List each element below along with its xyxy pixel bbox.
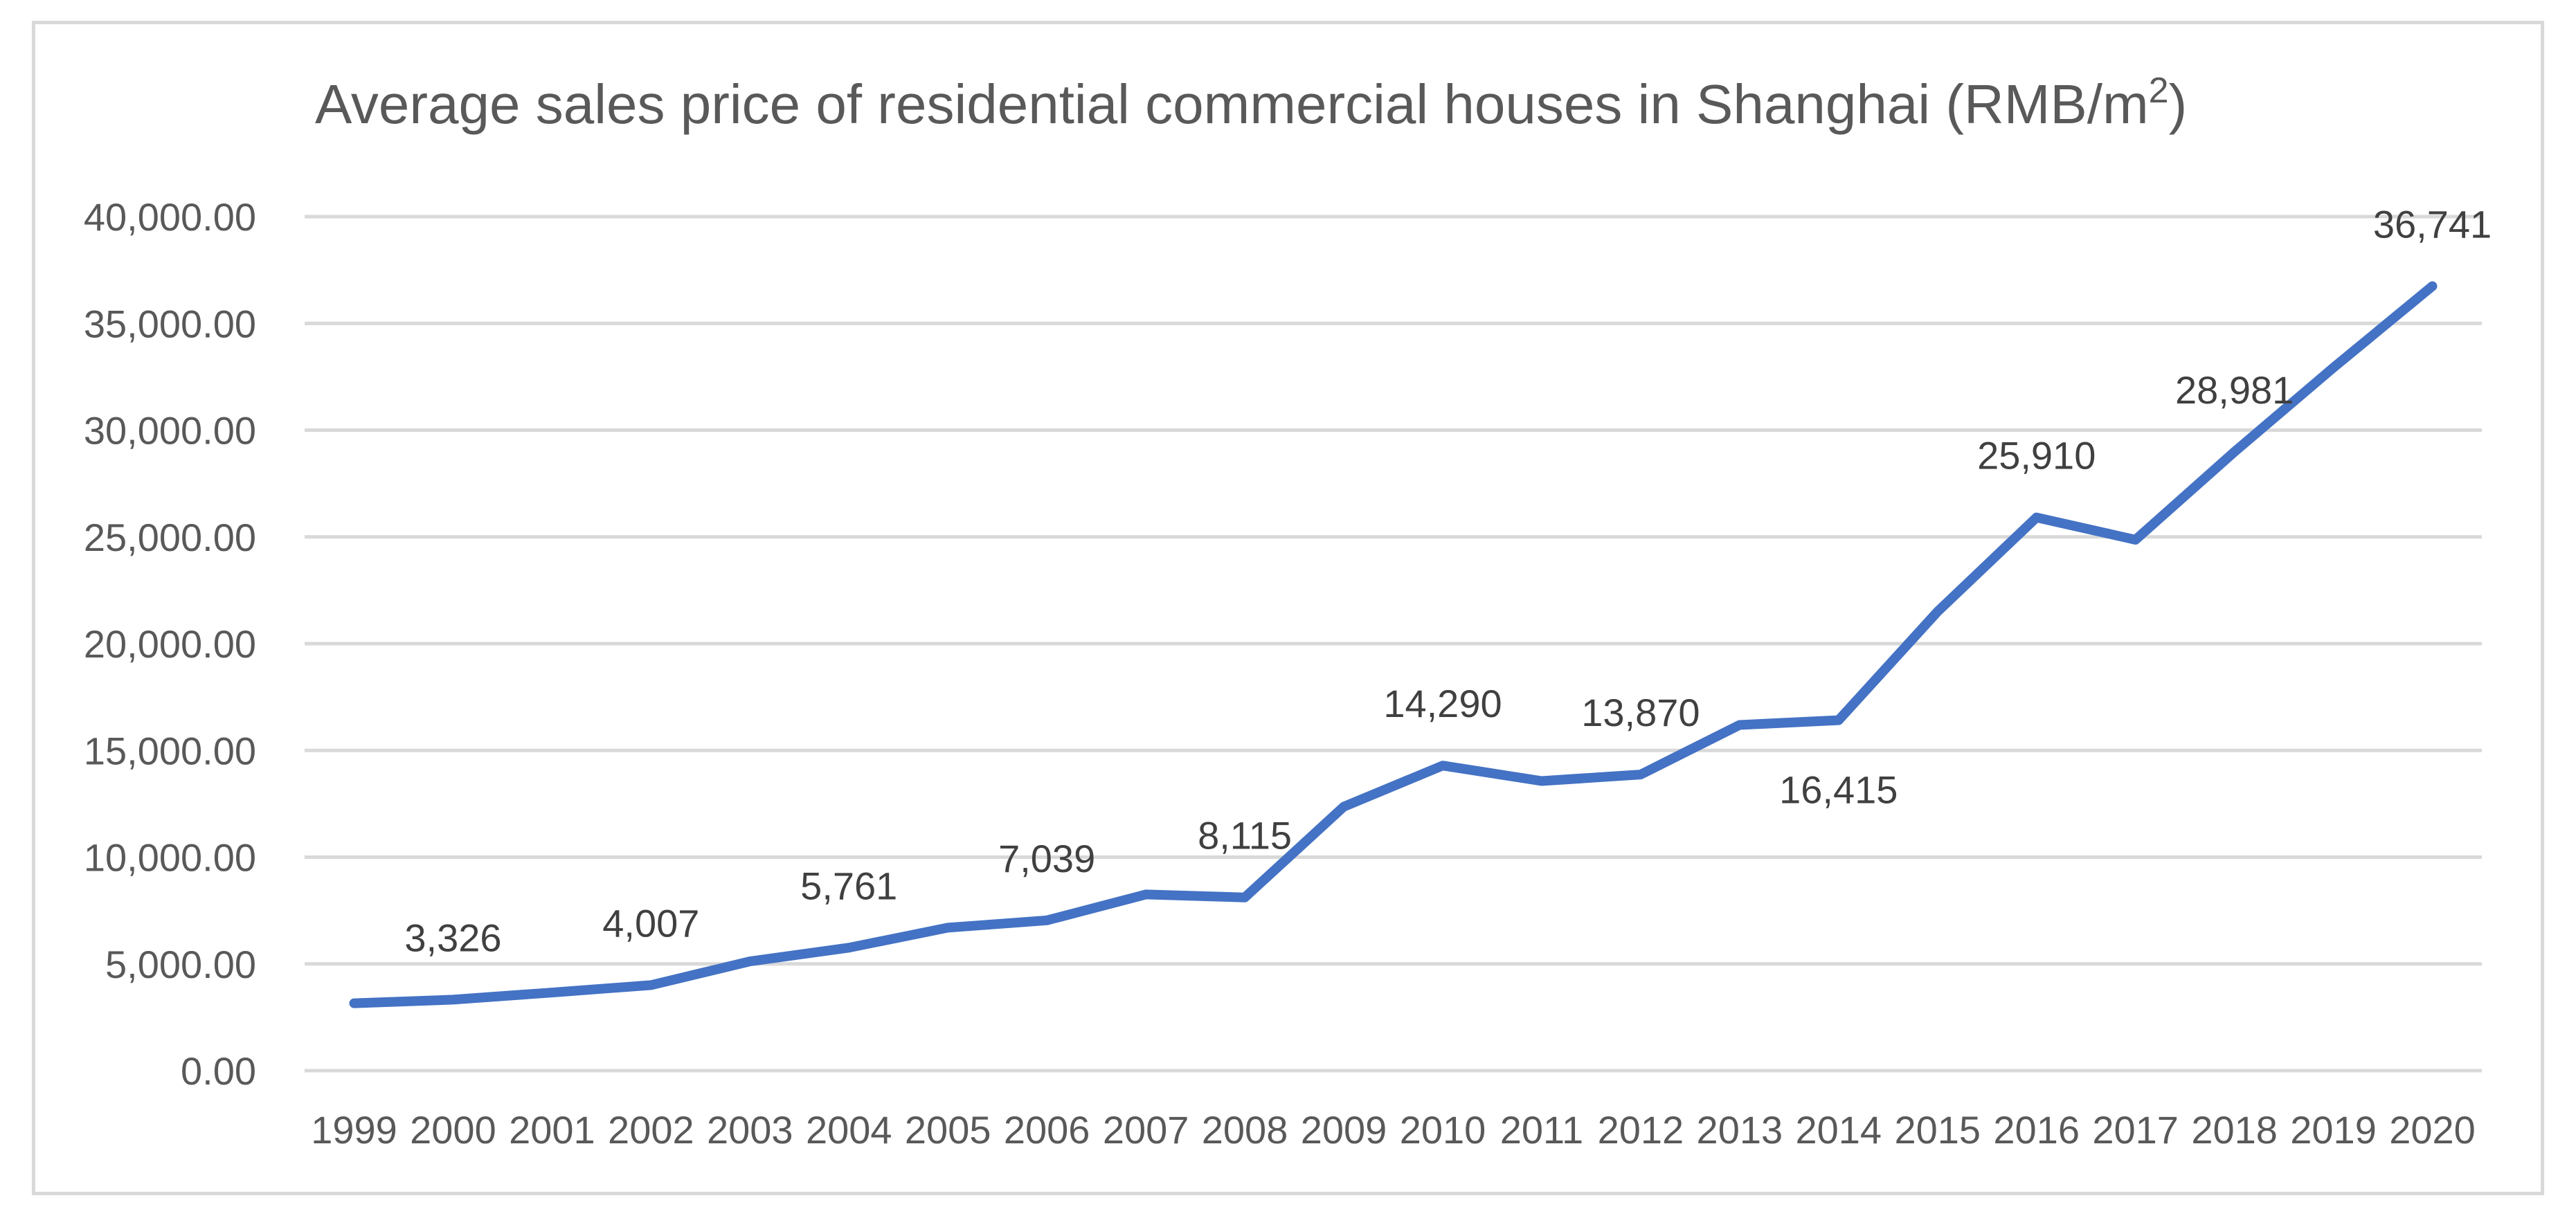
y-tick-label: 30,000.00	[84, 409, 256, 453]
data-label: 5,761	[800, 864, 897, 907]
y-tick-label: 20,000.00	[84, 622, 256, 666]
x-tick-label: 2005	[905, 1108, 991, 1152]
data-label: 16,415	[1779, 768, 1898, 812]
data-label: 28,981	[2175, 368, 2294, 412]
x-tick-label: 1999	[311, 1108, 397, 1152]
y-axis-tick-labels: 0.00 5,000.00 10,000.00 15,000.00 20,000.00 2…	[84, 195, 256, 1093]
x-tick-label: 2007	[1103, 1108, 1189, 1152]
x-tick-label: 2003	[707, 1108, 793, 1152]
data-label: 7,039	[998, 837, 1095, 880]
y-tick-label: 10,000.00	[84, 836, 256, 880]
x-tick-label: 2001	[509, 1108, 595, 1152]
x-tick-label: 2015	[1894, 1108, 1981, 1152]
data-label: 3,326	[404, 916, 501, 959]
chart-title: Average sales price of residential comme…	[315, 71, 2187, 135]
data-label: 14,290	[1383, 682, 1502, 725]
x-tick-label: 2002	[608, 1108, 694, 1152]
x-tick-label: 2017	[2092, 1108, 2179, 1152]
x-tick-label: 2016	[1993, 1108, 2080, 1152]
x-tick-label: 2020	[2389, 1108, 2476, 1152]
x-tick-label: 2010	[1400, 1108, 1486, 1152]
x-tick-label: 2006	[1004, 1108, 1090, 1152]
x-tick-label: 2018	[2191, 1108, 2278, 1152]
x-tick-label: 2019	[2290, 1108, 2377, 1152]
x-tick-label: 2000	[410, 1108, 496, 1152]
x-tick-label: 2008	[1202, 1108, 1288, 1152]
x-tick-label: 2014	[1796, 1108, 1882, 1152]
series-line	[349, 281, 2438, 1008]
data-labels: 3,326 4,007 5,761 7,039 8,115 14,290 13,870 16,…	[404, 203, 2492, 960]
series-lines	[349, 281, 2438, 1008]
y-tick-label: 35,000.00	[84, 302, 256, 345]
x-tick-label: 2013	[1697, 1108, 1783, 1152]
x-tick-label: 2009	[1301, 1108, 1387, 1152]
y-tick-label: 25,000.00	[84, 516, 256, 559]
x-tick-label: 2004	[806, 1108, 892, 1152]
x-axis-tick-labels: 1999 2000 2001 2002 2003 2004 2005 2006 2007 2008…	[311, 1108, 2476, 1152]
y-tick-label: 40,000.00	[84, 195, 256, 239]
data-label: 4,007	[602, 901, 699, 945]
chart-title-close: )	[2169, 73, 2188, 135]
chart-title-main: Average sales price of residential comme…	[315, 73, 2149, 135]
chart-title-superscript: 2	[2149, 71, 2169, 111]
x-tick-label: 2012	[1598, 1108, 1684, 1152]
y-tick-label: 15,000.00	[84, 729, 256, 772]
data-label: 13,870	[1581, 691, 1700, 734]
x-tick-label: 2011	[1500, 1108, 1583, 1152]
data-label: 36,741	[2373, 203, 2492, 246]
data-label: 8,115	[1198, 814, 1292, 857]
y-tick-label: 0.00	[181, 1049, 256, 1093]
data-label: 25,910	[1977, 434, 2096, 478]
y-tick-label: 5,000.00	[105, 943, 256, 986]
